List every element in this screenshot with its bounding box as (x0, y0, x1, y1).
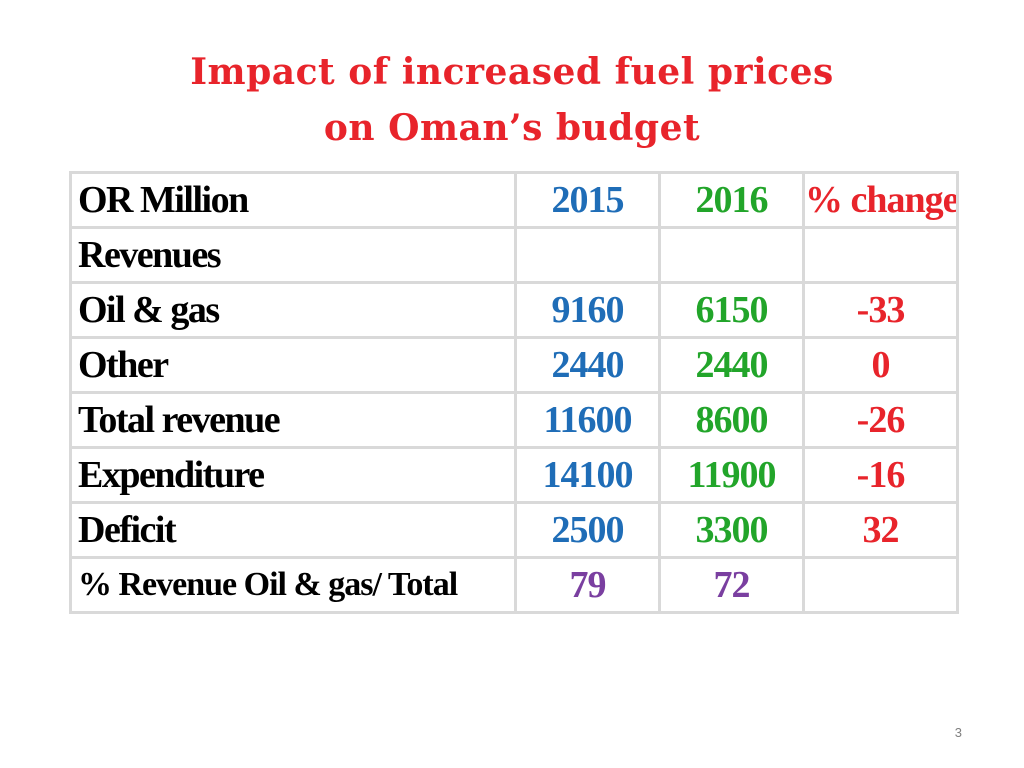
value-2015: 2500 (514, 501, 661, 559)
row-label: Revenues (69, 226, 517, 284)
value-change: -16 (802, 446, 959, 504)
header-2015-cell: 2015 (514, 171, 661, 229)
value-change (802, 556, 959, 614)
value-2016: 11900 (658, 446, 805, 504)
value-change (802, 226, 959, 284)
header-label-cell: OR Million (69, 171, 517, 229)
row-label: Deficit (69, 501, 517, 559)
table-row-expenditure: Expenditure 14100 11900 -16 (69, 446, 959, 504)
value-change: 32 (802, 501, 959, 559)
slide-title-line-2: on Oman’s budget (323, 107, 701, 149)
row-label: Oil & gas (69, 281, 517, 339)
value-2016: 72 (658, 556, 805, 614)
page-number: 3 (954, 725, 962, 740)
value-2015: 2440 (514, 336, 661, 394)
row-label: Other (69, 336, 517, 394)
value-2016: 6150 (658, 281, 805, 339)
value-2015 (514, 226, 661, 284)
value-change: 0 (802, 336, 959, 394)
header-2016-cell: 2016 (658, 171, 805, 229)
budget-table: OR Million 2015 2016 % change Revenues O… (69, 171, 959, 614)
value-2015: 11600 (514, 391, 661, 449)
value-2016: 3300 (658, 501, 805, 559)
row-label: % Revenue Oil & gas/ Total (69, 556, 517, 614)
table-row-total-revenue: Total revenue 11600 8600 -26 (69, 391, 959, 449)
table-row-deficit: Deficit 2500 3300 32 (69, 501, 959, 559)
header-change-cell: % change (802, 171, 959, 229)
table-row-other: Other 2440 2440 0 (69, 336, 959, 394)
row-label: Expenditure (69, 446, 517, 504)
value-2016: 2440 (658, 336, 805, 394)
slide-title: Impact of increased fuel prices on Oman’… (0, 44, 1024, 156)
table-row-revenues: Revenues (69, 226, 959, 284)
value-2016 (658, 226, 805, 284)
table-header-row: OR Million 2015 2016 % change (69, 171, 959, 229)
slide-title-line-1: Impact of increased fuel prices (190, 51, 834, 93)
value-change: -26 (802, 391, 959, 449)
value-change: -33 (802, 281, 959, 339)
table-row-revenue-ratio: % Revenue Oil & gas/ Total 79 72 (69, 556, 959, 614)
table-row-oil-gas: Oil & gas 9160 6150 -33 (69, 281, 959, 339)
row-label: Total revenue (69, 391, 517, 449)
value-2015: 9160 (514, 281, 661, 339)
value-2015: 79 (514, 556, 661, 614)
value-2015: 14100 (514, 446, 661, 504)
value-2016: 8600 (658, 391, 805, 449)
